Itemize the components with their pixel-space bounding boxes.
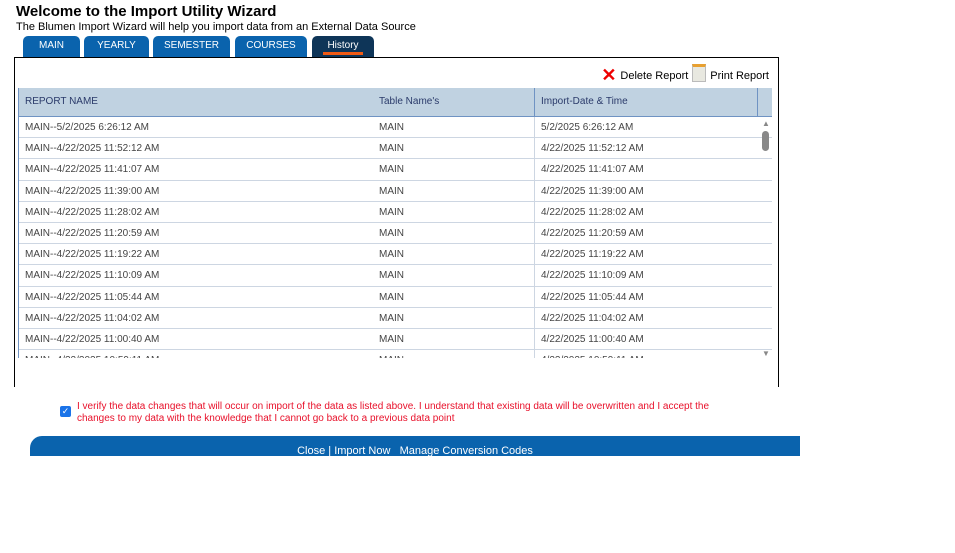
report-name-cell: MAIN--4/22/2025 11:00:40 AM [25,333,160,345]
import-date-cell: 4/22/2025 10:59:11 AM [534,350,758,358]
table-row[interactable]: MAIN--4/22/2025 11:19:22 AM MAIN 4/22/2025… [19,244,772,266]
tab-label: MAIN [39,40,64,51]
report-name-cell: MAIN--4/22/2025 10:59:11 AM [19,350,373,358]
report-name-cell: MAIN--4/22/2025 11:10:09 AM [25,270,160,282]
verify-section: ✓ I verify the data changes that will oc… [60,401,740,425]
table-row[interactable]: MAIN--4/22/2025 11:52:12 AM MAIN 4/22/2025… [19,138,772,160]
import-date-cell: 4/22/2025 11:39:00 AM [534,180,758,201]
table-name-cell: MAIN [379,333,404,345]
import-date-cell: 4/22/2025 11:04:02 AM [534,307,758,328]
table-name-cell: MAIN [379,249,404,261]
import-date-cell: 4/22/2025 11:28:02 AM [534,201,758,222]
column-report-name[interactable]: REPORT NAME [25,96,98,107]
table-row[interactable]: MAIN--4/22/2025 11:04:02 AM MAIN 4/22/2025… [19,307,772,329]
verify-checkbox[interactable]: ✓ [60,406,71,417]
print-report-button[interactable]: Print Report [710,70,769,82]
report-name-cell: MAIN--4/22/2025 11:20:59 AM [25,227,160,239]
tab-courses[interactable]: COURSES [235,36,307,57]
manage-conversion-codes-button[interactable]: Manage Conversion Codes [399,445,533,456]
verify-text: I verify the data changes that will occu… [77,401,710,424]
tab-label: SEMESTER [163,40,219,51]
tab-label: COURSES [246,40,296,51]
scroll-down-icon[interactable]: ▼ [762,349,770,358]
column-import-date[interactable]: Import-Date & Time [534,88,758,116]
report-name-cell: MAIN--4/22/2025 11:28:02 AM [25,206,160,218]
table-name-cell: MAIN [373,350,534,358]
import-date-cell: 4/22/2025 11:20:59 AM [534,222,758,244]
table-header: REPORT NAME Table Name's Import-Date & T… [19,88,772,117]
table-name-cell: MAIN [379,291,404,303]
table-name-cell: MAIN [379,270,404,282]
page-subtitle: The Blumen Import Wizard will help you i… [16,21,416,33]
import-date-cell: 4/22/2025 11:41:07 AM [534,159,758,180]
tab-semester[interactable]: SEMESTER [153,36,230,57]
report-name-cell: MAIN--4/22/2025 11:19:22 AM [25,249,160,261]
table-row[interactable]: MAIN--5/2/2025 6:26:12 AM MAIN 5/2/2025 6:… [19,117,772,139]
history-table: REPORT NAME Table Name's Import-Date & T… [18,88,772,358]
report-actions: ✕ Delete Report Print Report [601,64,769,85]
table-row[interactable]: MAIN--4/22/2025 11:20:59 AM MAIN 4/22/2025… [19,222,772,245]
table-row[interactable]: MAIN--4/22/2025 10:59:11 AMMAIN4/22/2025… [19,350,772,358]
tab-main[interactable]: MAIN [23,36,80,57]
column-table-name[interactable]: Table Name's [379,96,440,107]
table-name-cell: MAIN [379,206,404,218]
history-panel: ✕ Delete Report Print Report REPORT NAME… [14,57,779,387]
table-name-cell: MAIN [379,122,404,133]
page-title: Welcome to the Import Utility Wizard [16,3,277,20]
footer-bar: Close | Import Now Manage Conversion Cod… [30,436,800,456]
tab-label: History [323,40,363,55]
scroll-thumb[interactable] [762,131,769,151]
tab-yearly[interactable]: YEARLY [84,36,149,57]
tab-label: YEARLY [97,40,136,51]
delete-icon[interactable]: ✕ [601,65,617,85]
report-name-cell: MAIN--4/22/2025 11:52:12 AM [25,143,160,155]
import-date-cell: 4/22/2025 11:52:12 AM [534,138,758,159]
import-date-cell: 4/22/2025 11:00:40 AM [534,328,758,350]
report-name-cell: MAIN--4/22/2025 11:04:02 AM [25,312,160,324]
table-body: MAIN--5/2/2025 6:26:12 AM MAIN 5/2/2025 6:… [19,117,772,358]
delete-report-button[interactable]: Delete Report [620,70,689,82]
table-row[interactable]: MAIN--4/22/2025 11:41:07 AM MAIN 4/22/2025… [19,159,772,181]
table-row[interactable]: MAIN--4/22/2025 11:05:44 AM MAIN 4/22/2025… [19,286,772,308]
tab-history[interactable]: History [312,36,374,57]
close-button[interactable]: Close [297,445,326,456]
table-row[interactable]: MAIN--4/22/2025 11:39:00 AM MAIN 4/22/2025… [19,180,772,202]
table-row[interactable]: MAIN--4/22/2025 11:10:09 AM MAIN 4/22/2025… [19,265,772,287]
report-name-cell: MAIN--5/2/2025 6:26:12 AM [25,122,149,133]
import-date-cell: 4/22/2025 11:10:09 AM [534,265,758,286]
import-date-cell: 4/22/2025 11:19:22 AM [534,244,758,265]
table-name-cell: MAIN [379,227,404,239]
table-name-cell: MAIN [379,143,404,155]
report-name-cell: MAIN--4/22/2025 11:05:44 AM [25,291,160,303]
import-date-cell: 4/22/2025 11:05:44 AM [534,286,758,307]
table-name-cell: MAIN [379,185,404,197]
import-date-cell: 5/2/2025 6:26:12 AM [534,117,758,138]
table-row[interactable]: MAIN--4/22/2025 11:28:02 AM MAIN 4/22/2025… [19,201,772,223]
print-icon[interactable] [692,64,707,82]
report-name-cell: MAIN--4/22/2025 11:39:00 AM [25,185,160,197]
import-now-button[interactable]: Import Now [334,445,391,456]
footer-separator: | [328,445,332,456]
report-name-cell: MAIN--4/22/2025 11:41:07 AM [25,164,160,176]
table-scrollbar[interactable]: ▲ ▼ [759,117,772,358]
table-name-cell: MAIN [379,312,404,324]
table-row[interactable]: MAIN--4/22/2025 11:00:40 AM MAIN 4/22/2025… [19,328,772,351]
table-name-cell: MAIN [379,164,404,176]
scroll-up-icon[interactable]: ▲ [762,119,770,128]
